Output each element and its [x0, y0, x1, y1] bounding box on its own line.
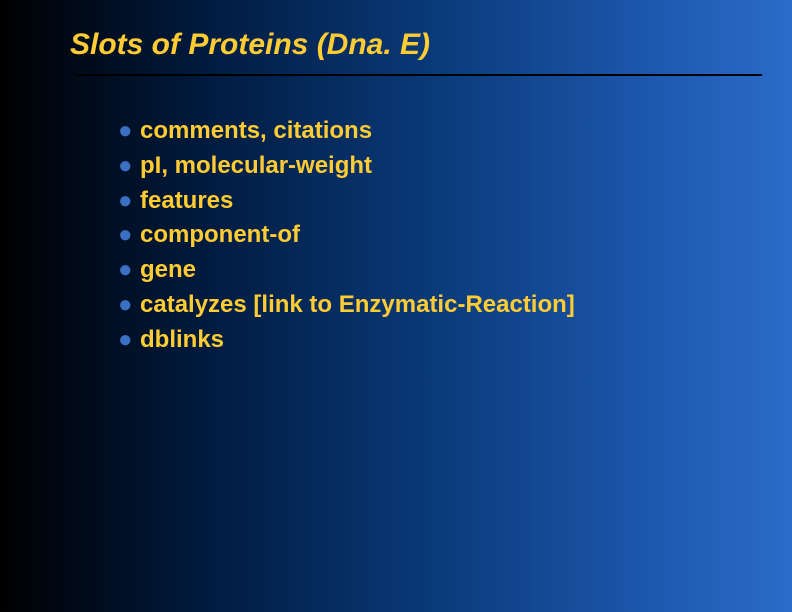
list-item-text: gene: [140, 256, 196, 283]
list-item: ● dblinks: [118, 323, 792, 358]
bullet-icon: ●: [118, 149, 133, 184]
list-item: ● features: [118, 184, 792, 219]
bullet-icon: ●: [118, 218, 133, 253]
bullet-icon: ●: [118, 323, 133, 358]
list-item-text: component-of: [140, 221, 300, 248]
list-item-text: comments, citations: [140, 117, 372, 144]
list-item-text: dblinks: [140, 326, 224, 353]
slide-container: Slots of Proteins (Dna. E) ● comments, c…: [0, 0, 792, 612]
list-item: ● comments, citations: [118, 114, 792, 149]
list-item: ● pI, molecular-weight: [118, 149, 792, 184]
bullet-icon: ●: [118, 253, 133, 288]
list-item-text: catalyzes [link to Enzymatic-Reaction]: [140, 291, 575, 318]
list-item: ● gene: [118, 253, 792, 288]
bullet-icon: ●: [118, 288, 133, 323]
list-item-text: features: [140, 187, 233, 214]
list-item: ● component-of: [118, 218, 792, 253]
slide-title: Slots of Proteins (Dna. E): [70, 28, 792, 62]
bullet-icon: ●: [118, 184, 133, 219]
bullet-icon: ●: [118, 114, 133, 149]
list-item-text: pI, molecular-weight: [140, 152, 372, 179]
title-divider: [74, 74, 762, 76]
bullet-list: ● comments, citations ● pI, molecular-we…: [118, 114, 792, 358]
list-item: ● catalyzes [link to Enzymatic-Reaction]: [118, 288, 792, 323]
